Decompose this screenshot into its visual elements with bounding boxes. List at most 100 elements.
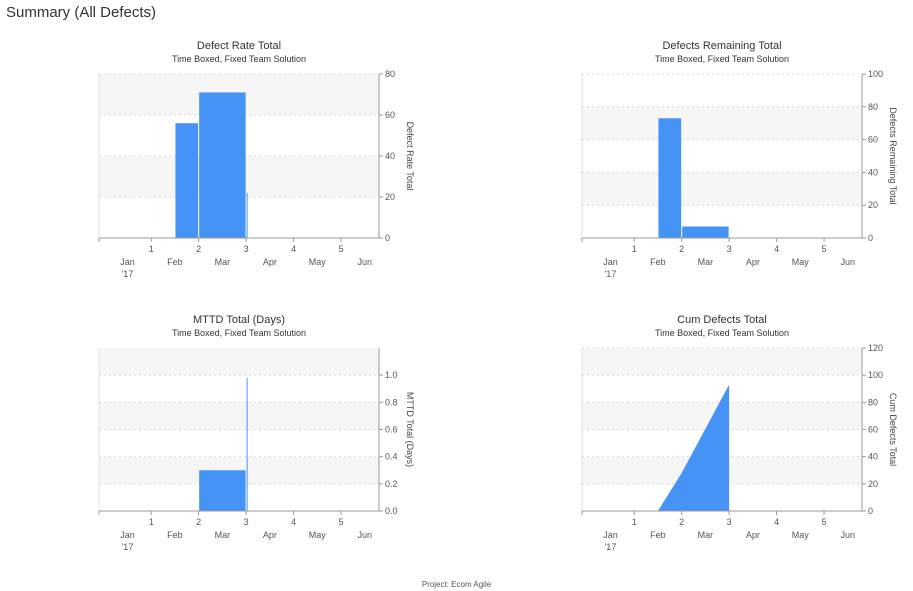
bar [175, 123, 199, 238]
x-month-label: Feb [650, 530, 666, 540]
x-tick-label: 3 [727, 517, 732, 527]
y-tick-label: 0.4 [385, 452, 398, 462]
y-tick-label: 20 [385, 192, 395, 202]
chart-title: Cum Defects Total [677, 314, 767, 326]
y-tick-label: 60 [868, 135, 878, 145]
x-month-label: Mar [215, 257, 231, 267]
x-tick-label: 2 [679, 244, 684, 254]
page-title: Summary (All Defects) [6, 4, 157, 21]
y-tick-label: 100 [868, 370, 883, 380]
y-tick-label: 120 [868, 343, 883, 353]
x-month-label: Mar [215, 530, 231, 540]
plot-band [99, 348, 379, 376]
plot-band [582, 106, 862, 140]
bar [246, 192, 248, 238]
x-tick-label: 5 [822, 517, 827, 527]
x-tick-label: 1 [149, 517, 154, 527]
y-tick-label: 0 [868, 233, 873, 243]
x-month-label: Mar [698, 257, 714, 267]
x-year-label: '17 [605, 542, 617, 552]
x-tick-label: 5 [339, 517, 344, 527]
x-month-label: Jan [120, 530, 135, 540]
chart-subtitle: Time Boxed, Fixed Team Solution [172, 328, 306, 338]
x-month-label: Jan [603, 257, 618, 267]
y-tick-label: 60 [868, 425, 878, 435]
bar [682, 226, 729, 238]
x-month-label: Jun [358, 530, 373, 540]
project-footer: Project: Ecom Agile [421, 580, 492, 589]
y-tick-label: 100 [868, 69, 883, 79]
y-axis-title: Defects Remaining Total [888, 107, 898, 204]
x-tick-label: 1 [149, 244, 154, 254]
y-tick-label: 0.2 [385, 479, 398, 489]
y-tick-label: 0 [385, 233, 390, 243]
x-month-label: Apr [746, 257, 760, 267]
chart-subtitle: Time Boxed, Fixed Team Solution [172, 54, 306, 64]
y-tick-label: 80 [385, 69, 395, 79]
y-tick-label: 1.0 [385, 370, 398, 380]
plot-band [582, 348, 862, 376]
x-month-label: Jun [358, 257, 373, 267]
bar [199, 92, 246, 238]
x-month-label: Mar [698, 530, 714, 540]
area-series [657, 384, 730, 511]
y-tick-label: 20 [868, 200, 878, 210]
x-tick-label: 4 [291, 244, 296, 254]
y-tick-label: 80 [868, 102, 878, 112]
plot-band [582, 172, 862, 206]
x-tick-label: 4 [774, 517, 779, 527]
x-month-label: May [309, 530, 327, 540]
x-tick-label: 3 [244, 517, 249, 527]
bar [658, 118, 682, 238]
x-year-label: '17 [605, 269, 617, 279]
y-tick-label: 40 [868, 452, 878, 462]
x-month-label: Jun [841, 530, 856, 540]
chart-title: Defect Rate Total [197, 40, 281, 52]
chart-title: MTTD Total (Days) [193, 314, 285, 326]
x-month-label: May [792, 530, 810, 540]
y-axis-title: Cum Defects Total [888, 393, 898, 466]
y-tick-label: 0 [868, 506, 873, 516]
x-tick-label: 4 [291, 517, 296, 527]
y-tick-label: 0.8 [385, 397, 398, 407]
chart-subtitle: Time Boxed, Fixed Team Solution [655, 328, 789, 338]
x-month-label: Jan [603, 530, 618, 540]
bar [199, 470, 246, 511]
x-month-label: May [792, 257, 810, 267]
y-axis-title: Defect Rate Total [405, 122, 415, 191]
x-tick-label: 1 [632, 517, 637, 527]
y-tick-label: 60 [385, 110, 395, 120]
y-tick-label: 0.0 [385, 506, 398, 516]
x-year-label: '17 [122, 269, 134, 279]
x-month-label: May [309, 257, 327, 267]
bar [246, 377, 248, 511]
x-month-label: Feb [167, 257, 183, 267]
x-tick-label: 5 [822, 244, 827, 254]
x-month-label: Feb [167, 530, 183, 540]
y-tick-label: 40 [868, 167, 878, 177]
x-tick-label: 4 [774, 244, 779, 254]
x-tick-label: 2 [679, 517, 684, 527]
x-month-label: Apr [746, 530, 760, 540]
x-tick-label: 1 [632, 244, 637, 254]
y-tick-label: 0.6 [385, 425, 398, 435]
x-month-label: Jun [841, 257, 856, 267]
x-month-label: Jan [120, 257, 135, 267]
chart-subtitle: Time Boxed, Fixed Team Solution [655, 54, 789, 64]
y-tick-label: 80 [868, 397, 878, 407]
y-tick-label: 20 [868, 479, 878, 489]
x-tick-label: 2 [196, 244, 201, 254]
chart-title: Defects Remaining Total [662, 40, 781, 52]
x-year-label: '17 [122, 542, 134, 552]
x-month-label: Feb [650, 257, 666, 267]
x-tick-label: 3 [727, 244, 732, 254]
x-tick-label: 3 [244, 244, 249, 254]
plot-band [99, 402, 379, 430]
y-axis-title: MTTD Total (Days) [405, 392, 415, 467]
x-month-label: Apr [263, 257, 277, 267]
